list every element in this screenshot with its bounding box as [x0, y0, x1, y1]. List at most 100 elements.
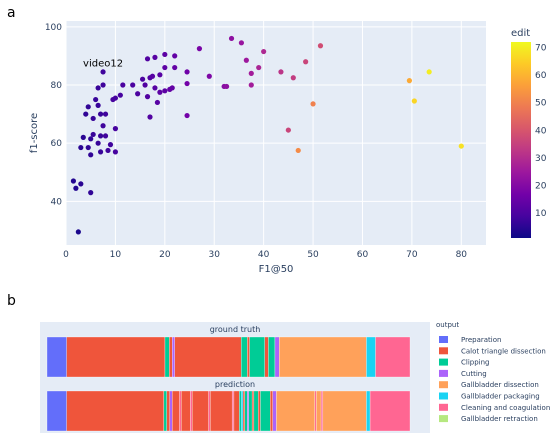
scatter-point[interactable] — [238, 40, 245, 46]
scatter-point[interactable] — [90, 131, 96, 138]
legend-item-label[interactable]: Gallbladder packaging — [461, 393, 540, 401]
scatter-point[interactable] — [88, 190, 94, 196]
scatter-point[interactable] — [112, 95, 119, 101]
scatter-point[interactable] — [149, 73, 156, 79]
phase-segment[interactable] — [163, 390, 167, 432]
phase-segment[interactable] — [369, 390, 411, 432]
phase-segment[interactable] — [247, 336, 250, 378]
scatter-point[interactable] — [97, 149, 104, 155]
scatter-point[interactable] — [285, 127, 291, 133]
scatter-point[interactable] — [73, 185, 79, 191]
scatter-point[interactable] — [248, 70, 254, 76]
phase-segment[interactable] — [166, 390, 170, 432]
phase-segment[interactable] — [268, 336, 276, 378]
scatter-point[interactable] — [120, 82, 126, 88]
phase-segment[interactable] — [172, 390, 180, 432]
scatter-point[interactable] — [142, 82, 148, 88]
phase-segment[interactable] — [258, 390, 261, 432]
scatter-point[interactable] — [243, 57, 249, 63]
phase-segment[interactable] — [320, 390, 324, 432]
legend-item-label[interactable]: Clipping — [461, 359, 490, 367]
scatter-point[interactable] — [117, 92, 123, 98]
phase-segment[interactable] — [279, 336, 367, 378]
scatter-point[interactable] — [196, 46, 203, 52]
phase-segment[interactable] — [276, 390, 316, 432]
phase-segment[interactable] — [314, 390, 317, 432]
phase-segment[interactable] — [244, 390, 248, 432]
legend-item-label[interactable]: Preparation — [461, 336, 501, 344]
scatter-point[interactable] — [172, 64, 178, 71]
scatter-point[interactable] — [458, 143, 464, 149]
phase-segment[interactable] — [239, 390, 242, 432]
phase-segment[interactable] — [260, 390, 271, 432]
phase-segment[interactable] — [366, 336, 376, 378]
scatter-point[interactable] — [135, 91, 141, 97]
scatter-point[interactable] — [169, 85, 175, 91]
scatter-point[interactable] — [295, 147, 301, 154]
scatter-point[interactable] — [83, 111, 89, 117]
phase-segment[interactable] — [366, 390, 371, 432]
scatter-point[interactable] — [95, 102, 101, 108]
legend-item-label[interactable]: Cutting — [461, 370, 487, 378]
scatter-point[interactable] — [317, 43, 324, 49]
phase-segment[interactable] — [169, 390, 173, 432]
scatter-point[interactable] — [105, 147, 111, 154]
scatter-point[interactable] — [157, 72, 163, 78]
scatter-point[interactable] — [139, 76, 146, 82]
phase-segment[interactable] — [272, 390, 277, 432]
scatter-point[interactable] — [80, 134, 86, 140]
phase-segment[interactable] — [247, 390, 249, 432]
scatter-point[interactable] — [95, 85, 101, 91]
scatter-point[interactable] — [154, 99, 161, 106]
phase-segment[interactable] — [264, 336, 269, 378]
phase-segment[interactable] — [241, 390, 244, 432]
phase-segment[interactable] — [164, 336, 170, 378]
scatter-point[interactable] — [147, 114, 153, 120]
scatter-point[interactable] — [90, 115, 96, 122]
legend-item-label[interactable]: Gallbladder retraction — [461, 415, 538, 423]
phase-segment[interactable] — [169, 336, 173, 378]
scatter-point[interactable] — [75, 229, 81, 235]
scatter-point[interactable] — [303, 59, 309, 65]
scatter-point[interactable] — [152, 54, 158, 60]
phase-segment[interactable] — [270, 390, 273, 432]
scatter-point[interactable] — [426, 69, 432, 75]
scatter-point[interactable] — [107, 142, 114, 148]
scatter-point[interactable] — [184, 69, 190, 75]
scatter-point[interactable] — [184, 112, 190, 119]
phase-segment[interactable] — [241, 336, 248, 378]
phase-segment[interactable] — [181, 390, 191, 432]
phase-segment[interactable] — [253, 390, 259, 432]
scatter-point[interactable] — [95, 140, 101, 146]
phase-segment[interactable] — [46, 390, 67, 432]
scatter-point[interactable] — [78, 144, 84, 151]
scatter-point[interactable] — [100, 82, 106, 88]
phase-segment[interactable] — [274, 336, 280, 378]
phase-segment[interactable] — [66, 336, 166, 378]
legend-item-label[interactable]: Calot triangle dissection — [461, 347, 546, 355]
scatter-point[interactable] — [88, 136, 94, 142]
scatter-point[interactable] — [206, 73, 212, 79]
scatter-point[interactable] — [162, 64, 168, 71]
scatter-point[interactable] — [70, 178, 77, 184]
phase-segment[interactable] — [192, 390, 209, 432]
phase-segment[interactable] — [375, 336, 411, 378]
scatter-point[interactable] — [157, 89, 163, 95]
phase-segment[interactable] — [248, 390, 253, 432]
scatter-point[interactable] — [112, 126, 119, 132]
scatter-point[interactable] — [88, 152, 94, 158]
scatter-point[interactable] — [102, 133, 109, 139]
scatter-point[interactable] — [162, 51, 168, 58]
scatter-point[interactable] — [144, 94, 151, 100]
scatter-point[interactable] — [411, 98, 417, 104]
scatter-point[interactable] — [406, 78, 413, 84]
phase-segment[interactable] — [66, 390, 165, 432]
scatter-point[interactable] — [172, 53, 178, 59]
scatter-point[interactable] — [261, 48, 267, 55]
scatter-point[interactable] — [162, 88, 168, 94]
phase-segment[interactable] — [233, 390, 240, 432]
scatter-point[interactable] — [97, 133, 104, 139]
scatter-point[interactable] — [184, 80, 190, 87]
phase-segment[interactable] — [179, 390, 182, 432]
scatter-point[interactable] — [152, 85, 158, 91]
